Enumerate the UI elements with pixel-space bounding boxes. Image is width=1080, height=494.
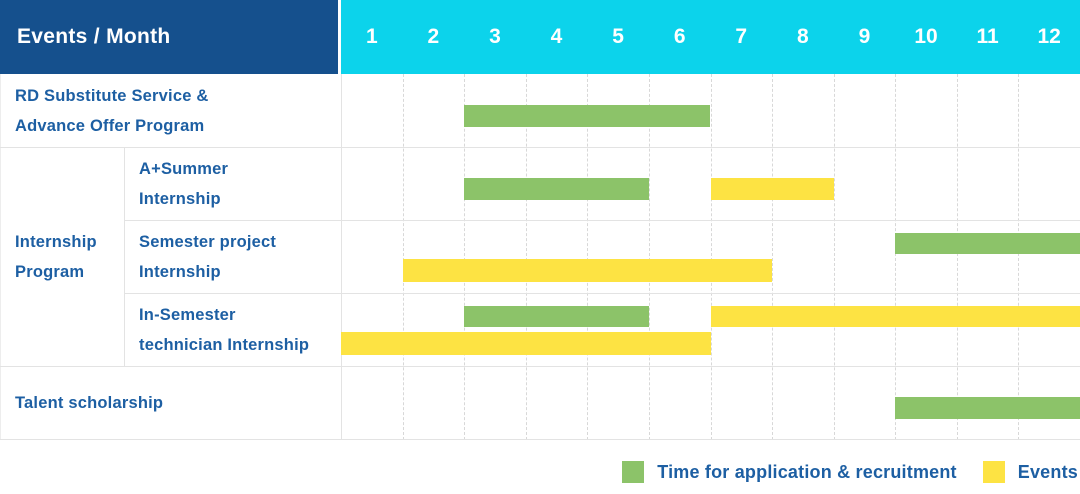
events-month-header-cell: Events / Month: [0, 0, 338, 74]
row-border: [0, 147, 1080, 148]
month-header-9: 9: [858, 25, 871, 48]
row-label-semester-project-internship: Semester project Internship: [124, 220, 341, 293]
month-gridline: [648, 74, 650, 440]
row-border: [0, 439, 1080, 440]
month-gridline: [772, 74, 774, 440]
row-label-line: In-Semester: [139, 305, 236, 324]
month-header-6: 6: [673, 25, 686, 48]
row-label-line: technician Internship: [139, 335, 310, 354]
row-label-line: Semester project: [139, 232, 277, 251]
gantt-bar-green-rd-substitute-service: [464, 105, 711, 127]
group-label-line: Program: [15, 262, 85, 281]
month-header-10: 10: [914, 25, 938, 48]
group-divider: [124, 147, 125, 366]
row-label-talent-scholarship: Talent scholarship: [0, 366, 341, 440]
table-left-border: [0, 74, 1, 440]
legend-item-events: Events: [982, 461, 1078, 483]
month-axis: 1 2 3 4 5 6 7 8 9 10 11 12: [341, 0, 1080, 74]
row-border: [124, 293, 1080, 294]
legend-label: Events: [1017, 461, 1078, 482]
yellow-swatch-icon: [982, 461, 1005, 483]
row-label-line: Advance Offer Program: [15, 116, 205, 135]
gantt-bar-green-in-semester-technician-internship: [464, 306, 649, 327]
month-gridline: [587, 74, 589, 440]
month-header-3: 3: [489, 25, 501, 48]
month-header-7: 7: [735, 25, 748, 48]
legend-item-application-recruitment: Time for application & recruitment: [622, 461, 957, 483]
row-label-in-semester-technician-internship: In-Semester technician Internship: [124, 293, 341, 366]
month-header-11: 11: [976, 25, 999, 48]
legend: Time for application & recruitment Event…: [622, 458, 1078, 486]
month-header-1: 1: [365, 25, 378, 48]
gantt-bar-yellow-in-semester-technician-internship: [341, 332, 711, 355]
month-gridline: [1018, 74, 1020, 440]
month-gridline: [833, 74, 835, 440]
month-gridline: [956, 74, 958, 440]
row-border: [124, 220, 1080, 221]
row-label-line: RD Substitute Service &: [15, 86, 209, 105]
label-chart-divider: [341, 74, 342, 440]
month-gridline: [402, 74, 404, 440]
gantt-bar-yellow-in-semester-technician-internship: [710, 306, 1080, 327]
month-header-5: 5: [612, 25, 624, 48]
month-gridline: [464, 74, 466, 440]
gantt-bar-green-talent-scholarship: [895, 397, 1080, 419]
page-title: Events / Month: [17, 25, 171, 48]
gantt-bar-yellow-semester-project-internship: [402, 259, 773, 282]
month-gridline: [895, 74, 897, 440]
month-header-12: 12: [1037, 25, 1061, 48]
row-label-line: Talent scholarship: [15, 394, 164, 412]
green-swatch-icon: [622, 461, 645, 483]
gantt-bar-green-a-plus-summer-internship: [464, 178, 649, 200]
row-label-line: Internship: [139, 262, 221, 281]
group-label-internship-program: Internship Program: [0, 147, 124, 366]
row-label-line: A+Summer: [139, 159, 229, 178]
legend-label: Time for application & recruitment: [657, 461, 957, 482]
group-label-line: Internship: [15, 232, 97, 251]
month-gridline: [525, 74, 527, 440]
month-header-4: 4: [550, 25, 563, 48]
row-label-line: Internship: [139, 189, 221, 208]
row-label-rd-substitute-service: RD Substitute Service & Advance Offer Pro…: [0, 74, 341, 147]
gantt-bar-yellow-a-plus-summer-internship: [710, 178, 834, 200]
month-header-2: 2: [427, 25, 440, 48]
row-label-a-plus-summer-internship: A+Summer Internship: [124, 147, 341, 220]
month-gridline: [710, 74, 712, 440]
row-border: [0, 366, 1080, 367]
gantt-bar-green-semester-project-internship: [895, 233, 1080, 254]
month-header-8: 8: [796, 25, 809, 48]
